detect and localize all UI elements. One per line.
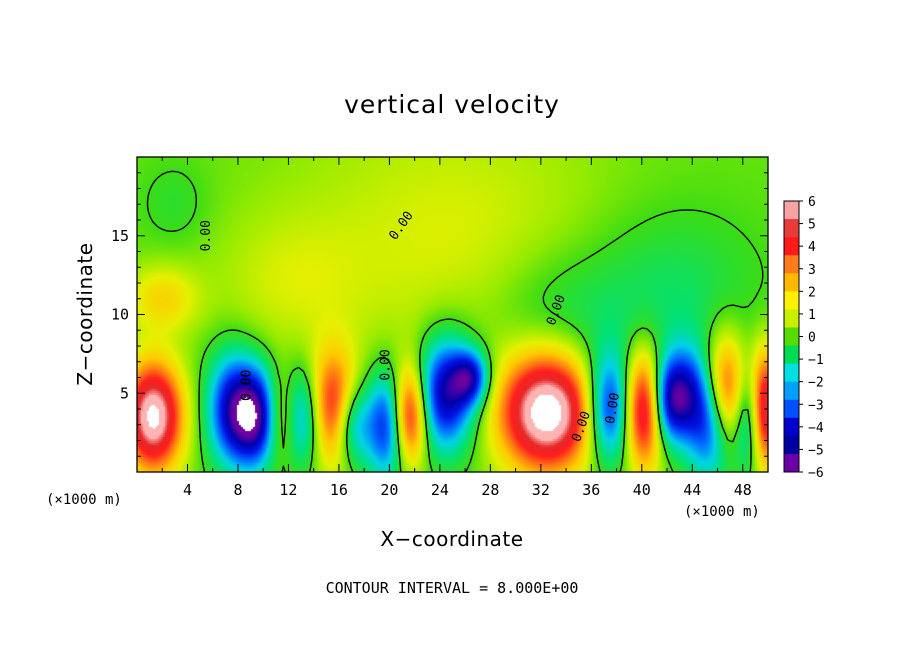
colorbar-label: −2 (808, 376, 824, 391)
chart-title: vertical velocity (344, 90, 560, 119)
contour-label: 0.00 (199, 220, 214, 251)
x-tick-label: 20 (380, 481, 398, 499)
colorbar: 6 5 4 3 2 1 0 −1 −2 −3 −4 −5 −6 (783, 195, 824, 481)
colorbar-swatch (784, 327, 799, 347)
contour-zero (146, 170, 764, 472)
colorbar-swatch (784, 201, 799, 220)
colorbar-label: 3 (808, 263, 816, 278)
colorbar-swatch (784, 237, 799, 256)
colorbar-swatch (784, 435, 799, 455)
colorbar-swatch (784, 399, 799, 419)
zero-contours (146, 170, 764, 472)
colorbar-label: 0 (808, 331, 816, 346)
colorbar-label: 1 (808, 308, 816, 323)
x-unit-right: (×1000 m) (684, 504, 760, 520)
x-tick-label: 8 (233, 481, 242, 499)
colorbar-label: −4 (808, 421, 824, 436)
colorbar-swatch (784, 219, 799, 238)
x-tick-label: 48 (734, 481, 752, 499)
colorbar-swatch (784, 273, 799, 292)
colorbar-label: 5 (808, 218, 816, 233)
x-axis-ticks: 4 8 12 16 20 24 28 32 36 40 44 48 (161, 157, 752, 499)
contour-label: 0.00 (603, 392, 623, 425)
x-tick-label: 44 (683, 481, 701, 499)
y-tick-label: 5 (120, 384, 129, 402)
colorbar-swatch (784, 255, 799, 274)
contour-label: 0.00 (240, 370, 255, 401)
y-tick-label: 15 (111, 227, 129, 245)
colorbar-swatch (784, 417, 799, 437)
colorbar-label: −5 (808, 443, 824, 458)
x-tick-label: 24 (431, 481, 449, 499)
heatmap-field (137, 157, 768, 472)
colorbar-swatch (784, 453, 799, 473)
x-tick-label: 32 (532, 481, 550, 499)
y-axis-label: Z−coordinate (73, 242, 97, 385)
y-tick-label: 10 (111, 306, 129, 324)
x-tick-label: 12 (279, 481, 297, 499)
colorbar-swatch (784, 291, 799, 310)
colorbar-label: 6 (808, 195, 816, 210)
x-axis-label: X−coordinate (380, 527, 523, 551)
x-unit-left: (×1000 m) (46, 492, 122, 508)
contour-interval-note: CONTOUR INTERVAL = 8.000E+00 (326, 579, 579, 597)
colorbar-swatch (784, 363, 799, 383)
y-axis-ticks: 5 10 15 (111, 172, 768, 457)
contour-label: 0.00 (378, 349, 393, 380)
x-tick-label: 16 (330, 481, 348, 499)
colorbar-label: 4 (808, 240, 816, 255)
x-tick-label: 36 (582, 481, 600, 499)
x-tick-label: 4 (183, 481, 192, 499)
x-tick-label: 40 (633, 481, 651, 499)
colorbar-label: 2 (808, 285, 816, 300)
colorbar-label: −3 (808, 398, 824, 413)
colorbar-swatch (784, 345, 799, 365)
colorbar-label: −1 (808, 353, 824, 368)
x-tick-label: 28 (481, 481, 499, 499)
colorbar-swatch (784, 309, 799, 328)
colorbar-label: −6 (808, 466, 824, 481)
colorbar-swatch (784, 381, 799, 401)
